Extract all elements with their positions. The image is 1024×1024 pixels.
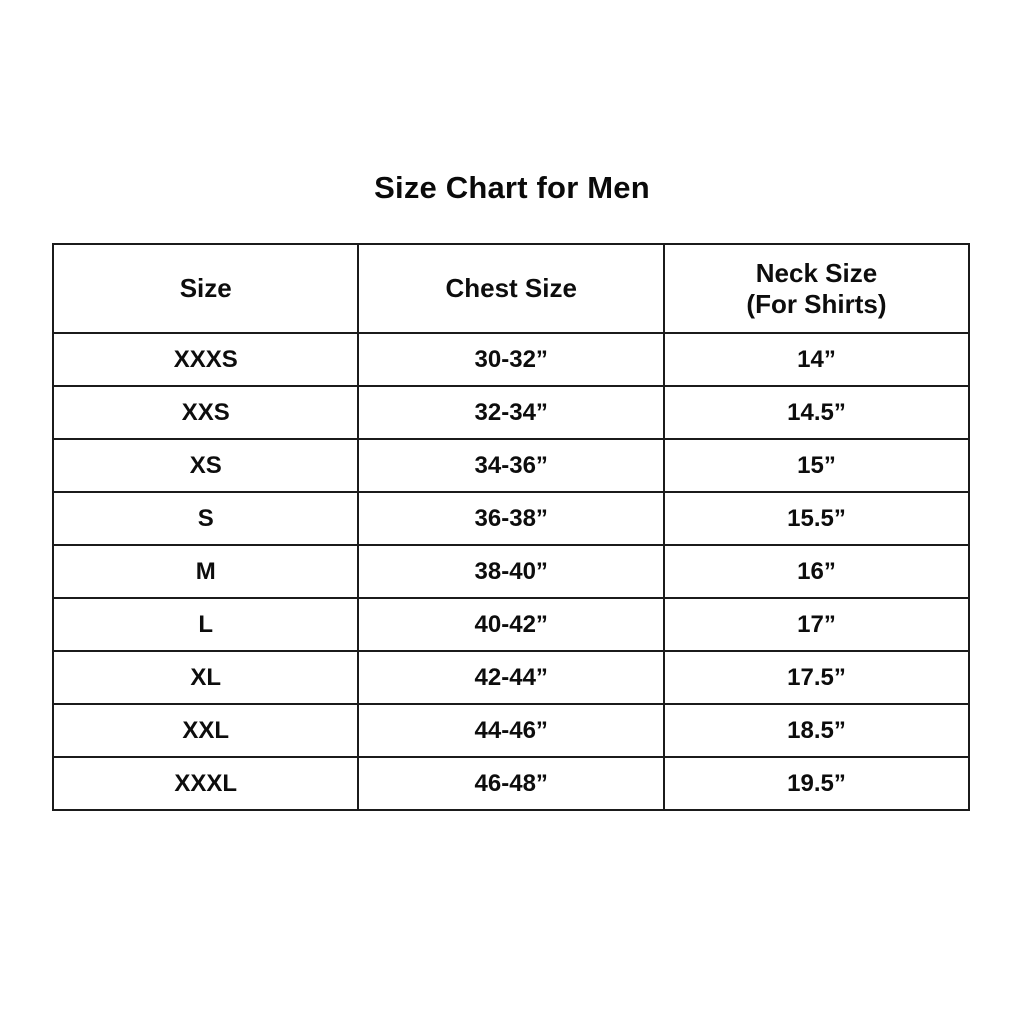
column-header-size: Size bbox=[51, 243, 360, 334]
column-header-neck-line2: (For Shirts) bbox=[746, 288, 887, 319]
table-row: L 40-42” 17” bbox=[51, 597, 971, 652]
column-header-neck-line1: Neck Size bbox=[755, 257, 878, 288]
table-row: M 38-40” 16” bbox=[51, 544, 971, 599]
table-row: XL 42-44” 17.5” bbox=[51, 650, 971, 705]
neck-size-cell: 16” bbox=[662, 544, 971, 599]
size-cell: S bbox=[51, 491, 360, 546]
table-row: XXXS 30-32” 14” bbox=[51, 332, 971, 387]
table-row: XXL 44-46” 18.5” bbox=[51, 703, 971, 758]
header-row: Size Chest Size Neck Size (For Shirts) bbox=[51, 243, 971, 334]
neck-size-cell: 15.5” bbox=[662, 491, 971, 546]
page-title: Size Chart for Men bbox=[374, 170, 650, 205]
size-cell: M bbox=[51, 544, 360, 599]
table-row: XXS 32-34” 14.5” bbox=[51, 385, 971, 440]
neck-size-cell: 14” bbox=[662, 332, 971, 387]
size-cell: XXXS bbox=[51, 332, 360, 387]
size-cell: XXXL bbox=[51, 756, 360, 811]
size-cell: XXL bbox=[51, 703, 360, 758]
neck-size-cell: 17.5” bbox=[662, 650, 971, 705]
chest-size-cell: 34-36” bbox=[357, 438, 665, 493]
chest-size-cell: 46-48” bbox=[357, 756, 665, 811]
table-row: XXXL 46-48” 19.5” bbox=[51, 756, 971, 811]
neck-size-cell: 14.5” bbox=[662, 385, 971, 440]
chest-size-cell: 38-40” bbox=[357, 544, 665, 599]
chest-size-cell: 40-42” bbox=[357, 597, 665, 652]
neck-size-cell: 17” bbox=[662, 597, 971, 652]
size-cell: L bbox=[51, 597, 360, 652]
chest-size-cell: 36-38” bbox=[357, 491, 665, 546]
size-cell: XL bbox=[51, 650, 360, 705]
table-row: S 36-38” 15.5” bbox=[51, 491, 971, 546]
chest-size-cell: 30-32” bbox=[357, 332, 665, 387]
size-cell: XS bbox=[51, 438, 360, 493]
chest-size-cell: 44-46” bbox=[357, 703, 665, 758]
size-cell: XXS bbox=[51, 385, 360, 440]
chest-size-cell: 32-34” bbox=[357, 385, 665, 440]
neck-size-cell: 19.5” bbox=[662, 756, 971, 811]
column-header-neck: Neck Size (For Shirts) bbox=[662, 243, 971, 334]
table-row: XS 34-36” 15” bbox=[51, 438, 971, 493]
size-chart-table: Size Chest Size Neck Size (For Shirts) X… bbox=[51, 243, 971, 811]
column-header-chest: Chest Size bbox=[357, 243, 665, 334]
chest-size-cell: 42-44” bbox=[357, 650, 665, 705]
neck-size-cell: 18.5” bbox=[662, 703, 971, 758]
neck-size-cell: 15” bbox=[662, 438, 971, 493]
